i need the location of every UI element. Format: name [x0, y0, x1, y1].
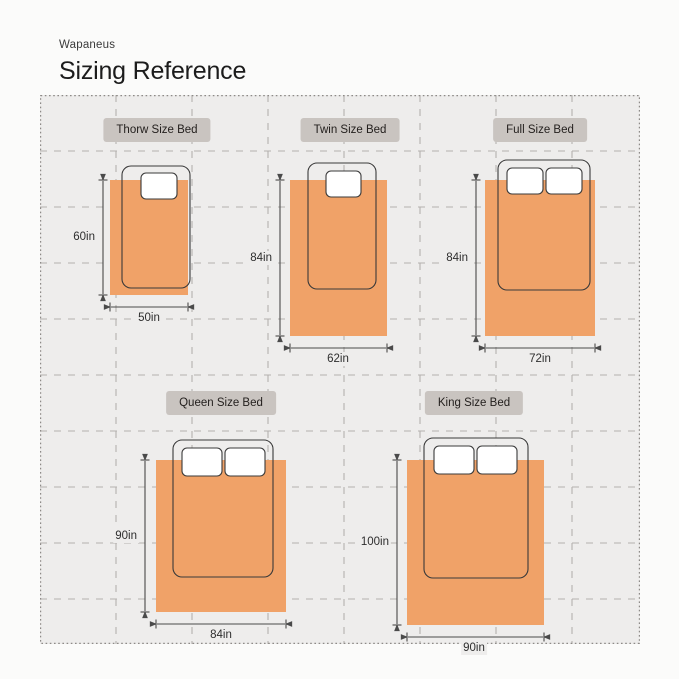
dimension-label-length-king: 100in — [358, 535, 391, 549]
canvas-dotted-border — [40, 95, 640, 644]
bed-frame-twin — [307, 162, 377, 290]
bed-illustration-full — [485, 159, 595, 336]
dimension-label-width-throw: 50in — [136, 311, 162, 325]
pillow-king-1 — [433, 445, 475, 475]
pillow-full-1 — [506, 167, 544, 195]
bed-illustration-queen — [156, 439, 286, 612]
bed-illustration-twin — [290, 162, 387, 336]
dimension-label-length-full: 84in — [444, 251, 470, 265]
pillow-king-2 — [476, 445, 518, 475]
dimension-label-length-throw: 60in — [71, 230, 97, 244]
pillow-queen-1 — [181, 447, 223, 477]
blanket-full — [485, 180, 595, 336]
bed-label-queen: Queen Size Bed — [166, 391, 276, 415]
blanket-queen — [156, 460, 286, 612]
dimension-label-width-twin: 62in — [325, 352, 351, 366]
pillow-throw-1 — [140, 172, 178, 200]
blanket-king — [407, 460, 544, 625]
pillow-queen-2 — [224, 447, 266, 477]
dimension-full — [471, 173, 602, 353]
dimension-king — [392, 453, 551, 642]
dimension-label-length-queen: 90in — [113, 529, 139, 543]
bed-illustration-throw — [110, 165, 191, 295]
bed-label-throw: Thorw Size Bed — [103, 118, 211, 142]
bed-frame-throw — [121, 165, 191, 289]
pillow-twin-1 — [325, 170, 362, 198]
dimension-twin — [275, 173, 394, 353]
brand-name: Wapaneus — [59, 39, 116, 51]
header: Wapaneus Sizing Reference — [59, 38, 619, 86]
dimension-throw — [98, 173, 195, 312]
bed-label-twin: Twin Size Bed — [300, 118, 400, 142]
bed-frame-full — [497, 159, 591, 291]
bed-illustrations-layer — [110, 159, 595, 625]
sizing-diagram-canvas: Thorw Size Bed 60in 50in Twin Size Bed 84in 6… — [40, 95, 640, 655]
bed-label-full: Full Size Bed — [493, 118, 587, 142]
dimension-label-width-full: 72in — [527, 352, 553, 366]
blanket-twin — [290, 180, 387, 336]
bed-illustration-king — [407, 437, 544, 625]
dimension-queen — [140, 453, 293, 629]
pillow-full-2 — [545, 167, 583, 195]
bed-frame-queen — [172, 439, 274, 578]
bed-label-king: King Size Bed — [424, 391, 524, 415]
page-title: Sizing Reference — [59, 57, 247, 85]
dimension-label-width-queen: 84in — [208, 628, 234, 642]
dimension-label-length-twin: 84in — [248, 251, 274, 265]
dimension-lines-layer — [98, 173, 602, 642]
bed-frame-king — [423, 437, 529, 579]
dimension-label-width-king: 90in — [461, 641, 487, 655]
